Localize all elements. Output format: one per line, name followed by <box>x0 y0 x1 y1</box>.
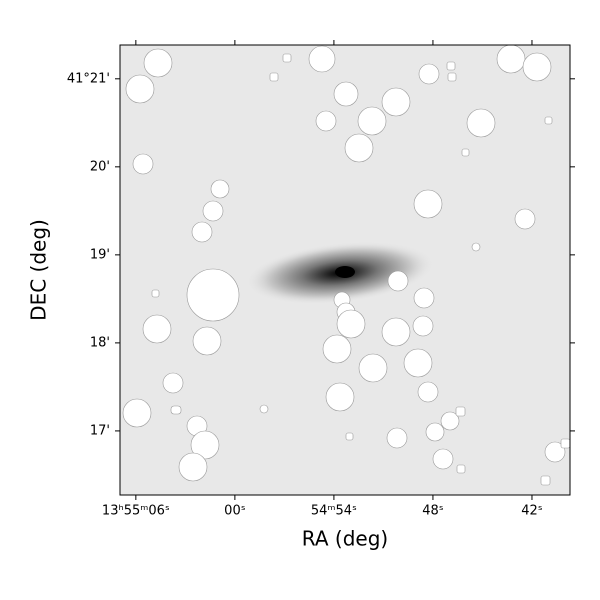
x-tick-label: 00ˢ <box>224 504 246 519</box>
y-tick-label: 18' <box>90 335 110 350</box>
sky-image <box>120 45 570 495</box>
y-tick-label: 41°21' <box>67 71 110 86</box>
y-tick-label: 20' <box>90 159 110 174</box>
y-tick-label: 17' <box>90 423 110 438</box>
x-tick-label: 13ʰ55ᵐ06ˢ <box>102 504 170 519</box>
y-axis-label: DEC (deg) <box>27 219 51 321</box>
plot-frame <box>119 44 571 496</box>
x-tick-label: 54ᵐ54ˢ <box>311 504 357 519</box>
x-tick-label: 42ˢ <box>521 504 543 519</box>
y-tick-label: 19' <box>90 247 110 262</box>
masks <box>122 45 570 486</box>
x-tick-label: 48ˢ <box>422 504 444 519</box>
x-axis-label: RA (deg) <box>302 527 388 551</box>
